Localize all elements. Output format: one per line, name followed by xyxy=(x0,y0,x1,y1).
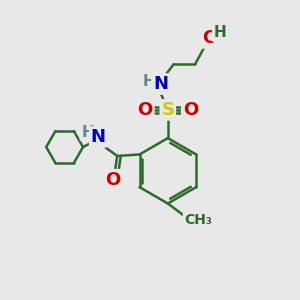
Text: H: H xyxy=(81,125,94,140)
Text: N: N xyxy=(91,128,106,146)
Text: N: N xyxy=(153,75,168,93)
Text: CH₃: CH₃ xyxy=(184,213,212,227)
Text: O: O xyxy=(202,29,217,47)
Text: H: H xyxy=(142,74,155,89)
Text: S: S xyxy=(161,101,174,119)
Text: O: O xyxy=(183,101,198,119)
Text: O: O xyxy=(105,171,120,189)
Text: H: H xyxy=(214,26,226,40)
Text: O: O xyxy=(138,101,153,119)
